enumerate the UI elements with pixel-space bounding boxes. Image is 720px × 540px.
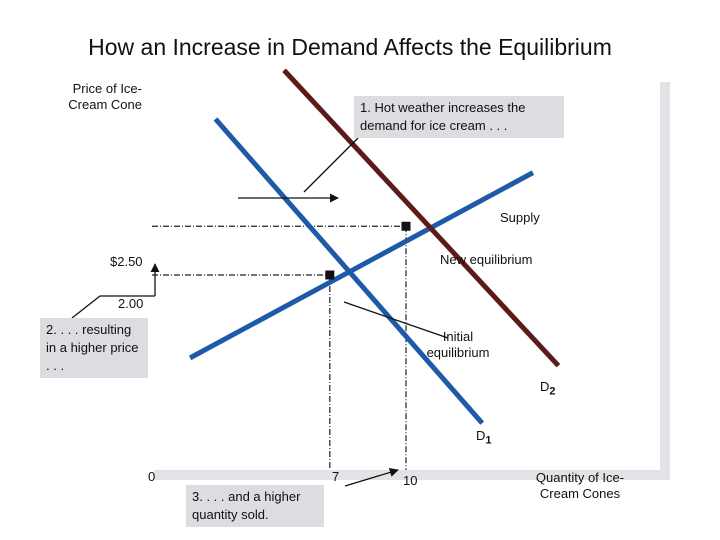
annotation-hot-weather: 1. Hot weather increases the demand for …	[354, 96, 564, 138]
initial-equilibrium-pointer	[343, 301, 449, 339]
arrows	[71, 137, 449, 487]
chart-title: How an Increase in Demand Affects the Eq…	[88, 34, 612, 60]
y-tick-label-2-00: 2.00	[118, 296, 144, 311]
guide-lines	[152, 225, 407, 470]
supply-curve	[188, 170, 535, 361]
d2-label: D2	[540, 379, 556, 398]
x-tick-label-10: 10	[403, 473, 418, 488]
plot-background	[152, 80, 670, 480]
initial-equilibrium-label: Initial equilibrium	[426, 329, 490, 360]
annotation-hot-weather-pointer	[303, 137, 359, 193]
x-axis-label: Quantity of Ice-Cream Cones	[535, 470, 625, 501]
annotation-higher-quantity: 3. . . . and a higher quantity sold.	[186, 485, 324, 527]
demand-curve-d1	[213, 117, 485, 425]
annotation-higher-price-pointer	[71, 295, 155, 319]
new-equilibrium-point	[401, 221, 411, 231]
d1-label: D1	[476, 428, 492, 447]
y-tick-label-2-50: $2.50	[110, 254, 143, 269]
demand-curve-d2	[282, 68, 561, 368]
x-tick-label-7: 7	[332, 469, 340, 484]
initial-equilibrium-point	[325, 270, 335, 280]
annotation-higher-price: 2. . . . resulting in a higher price . .…	[40, 318, 148, 378]
curves	[188, 68, 561, 425]
quantity-rise-arrow	[344, 468, 399, 487]
supply-label: Supply	[500, 210, 540, 225]
new-equilibrium-label: New equilibrium	[440, 252, 533, 267]
points	[325, 221, 411, 280]
x-tick-label-0: 0	[148, 469, 156, 484]
y-axis-label: Price of Ice-Cream Cone	[68, 81, 142, 112]
